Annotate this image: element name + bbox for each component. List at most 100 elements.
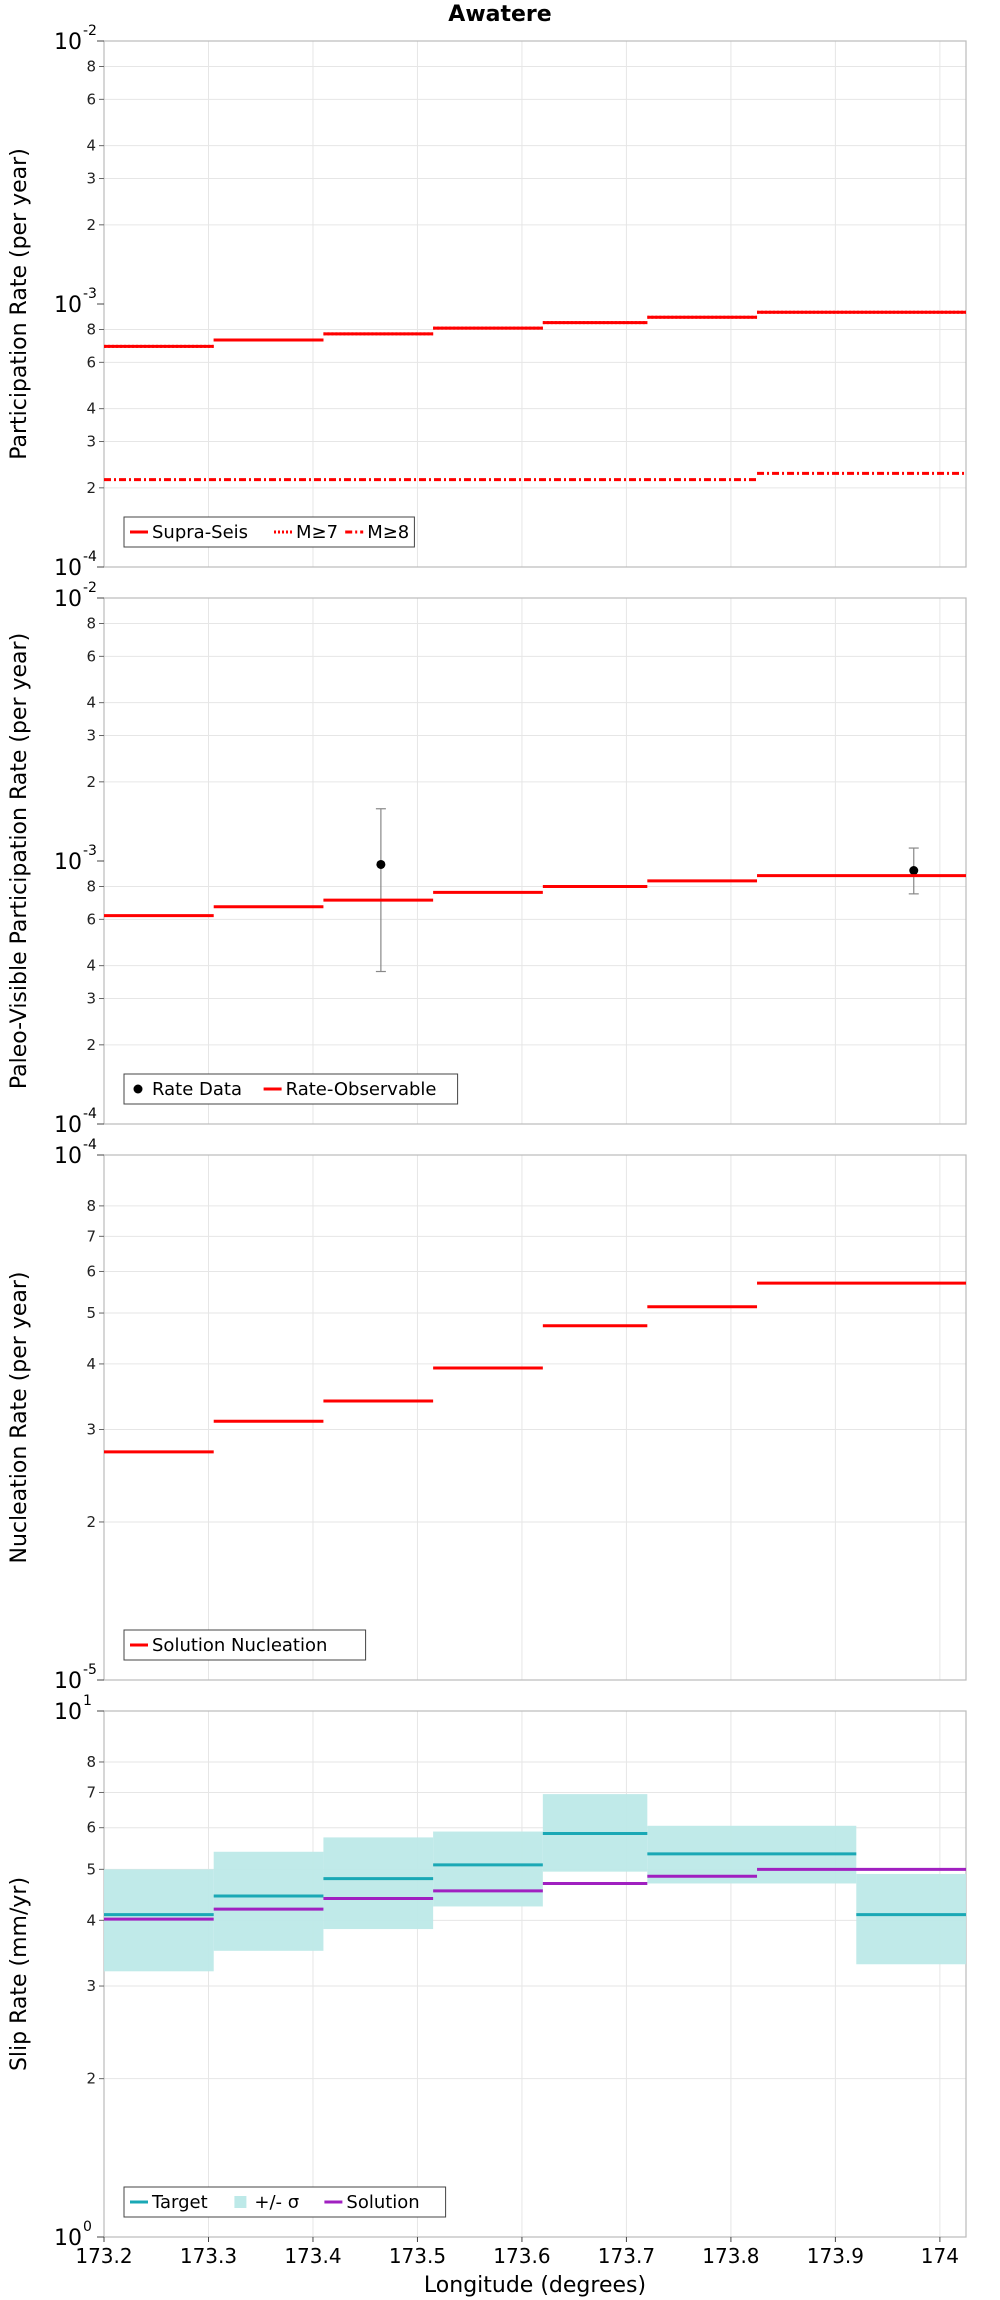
x-tick-label: 173.8: [702, 2244, 759, 2268]
series-lines-M≥8: [104, 471, 966, 482]
y-tick-label: 8: [86, 57, 96, 75]
legend-entry: Rate Data: [152, 1079, 242, 1100]
y-tick-label: 7: [86, 1783, 96, 1801]
y-axis-label: Participation Rate (per year): [7, 148, 32, 460]
series-lines-Target: [104, 1831, 966, 1917]
y-tick-major-base: 10: [54, 587, 82, 612]
x-tick-label: 173.5: [389, 2244, 446, 2268]
plot-frame: [103, 1710, 967, 2238]
y-tick-label: 6: [86, 910, 96, 928]
legend-marker: [133, 1084, 143, 1094]
y-axis-label: Paleo-Visible Participation Rate (per ye…: [7, 633, 32, 1089]
legend-entry: Solution: [346, 2192, 419, 2213]
legend: Rate Data Rate-Observable: [123, 1073, 459, 1105]
x-tick-label: 173.2: [75, 2244, 132, 2268]
y-tick-label: 5: [86, 1860, 96, 1878]
y-tick-label: 8: [86, 1753, 96, 1771]
y-tick-label: 3: [86, 1977, 96, 1995]
y-tick-major-base: 10: [54, 850, 82, 875]
y-tick-major-base: 10: [54, 1144, 82, 1169]
legend-entry: M≥8: [367, 522, 409, 543]
legend-entry: M≥7: [296, 522, 338, 543]
y-tick-label: 4: [86, 957, 96, 975]
x-tick-label: 173.3: [180, 2244, 237, 2268]
legend-swatch: [234, 2196, 247, 2208]
y-tick-major-base: 10: [54, 293, 82, 318]
legend: Supra-Seis M≥7 M≥8: [123, 516, 415, 548]
figure-title: Awatere: [448, 2, 552, 27]
y-tick-major-exponent: -5: [83, 1662, 97, 1678]
y-tick-major-exponent: -4: [83, 1106, 97, 1122]
y-tick-label: 4: [86, 1355, 96, 1373]
y-tick-major-base: 10: [54, 1700, 82, 1725]
legend-entry: Rate-Observable: [286, 1079, 437, 1100]
y-tick-label: 4: [86, 694, 96, 712]
legend: Solution Nucleation: [123, 1629, 367, 1661]
x-tick-label: 173.9: [807, 2244, 864, 2268]
y-tick-label: 3: [86, 170, 96, 188]
legend-entry: Target: [151, 2192, 208, 2213]
y-tick-major-base: 10: [54, 556, 82, 581]
sigma-band-rect: [213, 1851, 324, 1951]
y-tick-label: 6: [86, 90, 96, 108]
y-tick-label: 3: [86, 433, 96, 451]
legend-box: [123, 2186, 447, 2218]
legend: Target +/- σ Solution: [123, 2186, 447, 2218]
legend-entry: Supra-Seis: [152, 522, 248, 543]
legend-entry: Solution Nucleation: [152, 1635, 327, 1656]
gridlines: [103, 598, 966, 1124]
y-tick-major-exponent: -3: [83, 286, 97, 302]
y-tick-label: 8: [86, 320, 96, 338]
y-tick-label: 8: [86, 614, 96, 632]
plot-frame: [103, 1154, 967, 1681]
y-tick-major-exponent: -4: [83, 1137, 97, 1153]
x-tick-label: 173.7: [598, 2244, 655, 2268]
legend-box: [123, 516, 415, 548]
legend-box: [123, 1073, 459, 1105]
y-tick-major-exponent: 0: [83, 2219, 92, 2235]
series-lines-Solution: [104, 1867, 966, 1921]
y-tick-label: 8: [86, 877, 96, 895]
y-tick-label: 3: [86, 990, 96, 1008]
y-tick-label: 6: [86, 647, 96, 665]
series-+/- σ: [104, 1794, 966, 1972]
y-tick-label: 3: [86, 1421, 96, 1439]
y-tick-label: 2: [86, 1513, 96, 1531]
y-tick-label: 2: [86, 1036, 96, 1054]
x-tick-label: 173.6: [493, 2244, 550, 2268]
y-tick-label: 2: [86, 216, 96, 234]
x-tick-label: 173.4: [284, 2244, 341, 2268]
y-tick-label: 2: [86, 2070, 96, 2088]
series-lines-Rate Data: [375, 808, 919, 973]
y-axis-label: Slip Rate (mm/yr): [7, 1877, 32, 2071]
x-tick-label: 174: [921, 2244, 959, 2268]
series-lines-M≥7: [104, 310, 966, 348]
y-tick-label: 2: [86, 479, 96, 497]
sigma-band-rect: [856, 1873, 966, 1965]
data-point: [909, 866, 919, 876]
gridlines: [103, 1711, 966, 2237]
sigma-band-rect: [433, 1831, 543, 1907]
y-tick-major-exponent: 1: [83, 1693, 92, 1709]
y-tick-major-base: 10: [54, 1113, 82, 1138]
y-tick-label: 5: [86, 1304, 96, 1322]
gridlines: [103, 41, 966, 567]
x-axis: 173.2 173.3 173.4 173.5 173.6 173.7 173.8 173.9…: [75, 2237, 959, 2298]
y-axis-label: Nucleation Rate (per year): [7, 1272, 32, 1564]
y-tick-major-exponent: -4: [83, 549, 97, 565]
y-tick-label: 6: [86, 1262, 96, 1280]
y-tick-label: 2: [86, 773, 96, 791]
series-lines-Rate-Observable: [104, 874, 966, 918]
y-tick-major-base: 10: [54, 2226, 82, 2251]
y-tick-major-base: 10: [54, 1669, 82, 1694]
legend-box: [123, 1629, 367, 1661]
y-tick-major-exponent: -2: [83, 580, 97, 596]
gridlines: [103, 1155, 966, 1680]
y-tick-major-base: 10: [54, 30, 82, 55]
y-tick-major-exponent: -2: [83, 23, 97, 39]
y-tick-label: 8: [86, 1197, 96, 1215]
